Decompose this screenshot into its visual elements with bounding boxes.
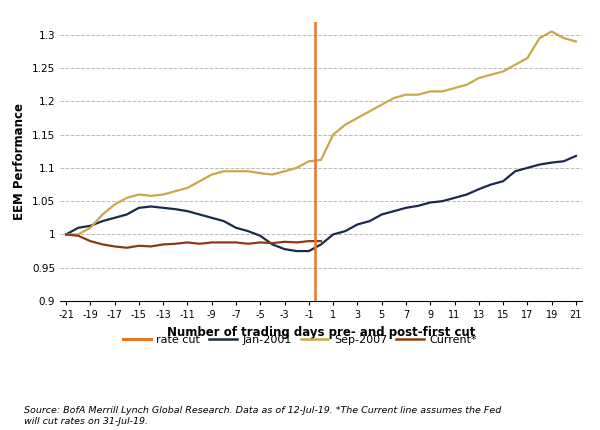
Legend: rate cut, Jan-2001, Sep-2007, Current*: rate cut, Jan-2001, Sep-2007, Current*	[118, 330, 482, 349]
Y-axis label: EEM Performance: EEM Performance	[13, 103, 26, 220]
X-axis label: Number of trading days pre- and post-first cut: Number of trading days pre- and post-fir…	[167, 326, 475, 338]
Text: Source: BofA Merrill Lynch Global Research. Data as of 12-Jul-19. *The Current l: Source: BofA Merrill Lynch Global Resear…	[24, 406, 501, 426]
